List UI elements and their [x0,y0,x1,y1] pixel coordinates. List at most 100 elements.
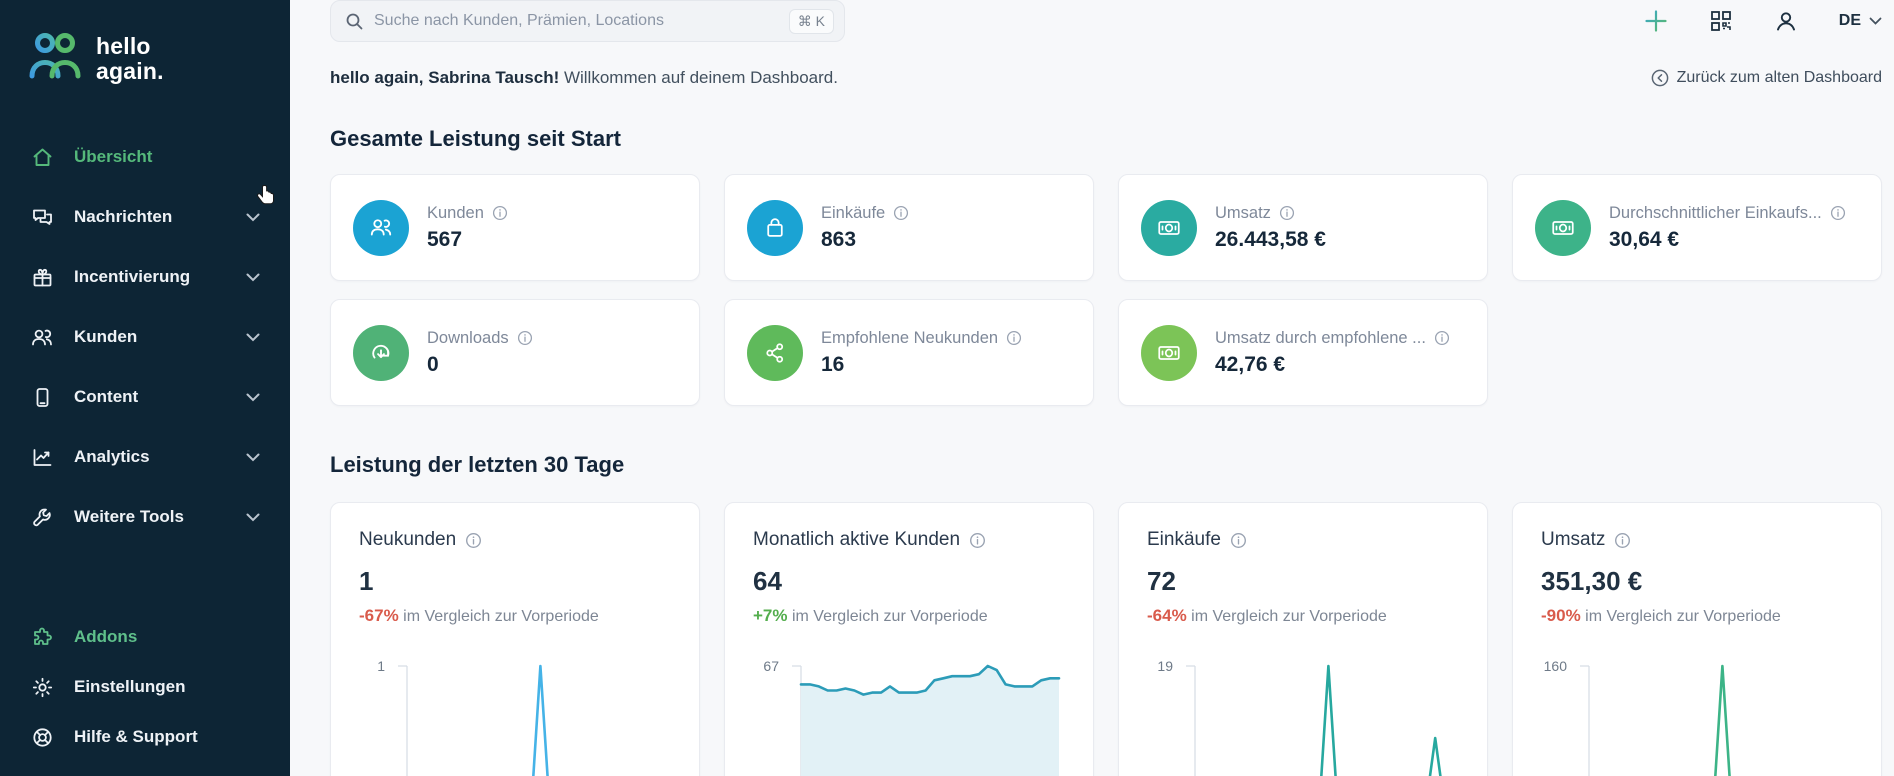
stat-value: 26.443,58 € [1215,228,1326,252]
search-input[interactable] [374,12,779,30]
language-selector[interactable]: DE [1839,12,1882,30]
sidebar-item-label: Hilfe & Support [74,727,198,747]
stat-card-downloads: Downloads 0 [330,299,700,406]
sidebar-item-content[interactable]: Content [0,367,290,427]
chevron-down-icon[interactable] [246,513,260,522]
share-icon [747,325,803,381]
overall-cards-row-2: Downloads 0 Empfohlene Neukunden 16 [330,299,1882,406]
sidebar-item-kunden[interactable]: Kunden [0,307,290,367]
info-icon[interactable] [517,330,533,346]
chart-title: Einkäufe [1147,529,1221,551]
stat-card-durchschnittlicher-einkauf: Durchschnittlicher Einkaufs... 30,64 € [1512,174,1882,281]
logo-text: hello again. [96,34,164,82]
y-axis-tick-label: 19 [1147,658,1173,674]
shopping-bag-icon [747,200,803,256]
sidebar-item-label: Analytics [74,447,150,467]
language-label: DE [1839,12,1861,30]
sidebar-item-label: Weitere Tools [74,507,184,527]
banknote-icon [1141,325,1197,381]
sidebar-item-einstellungen[interactable]: Einstellungen [0,662,290,712]
stat-value: 567 [427,228,508,252]
sparkline-chart: 67 [753,656,1065,776]
back-link-label: Zurück zum alten Dashboard [1677,69,1882,87]
sidebar-item-label: Kunden [74,327,137,347]
stat-card-einkaeufe: Einkäufe 863 [724,174,1094,281]
info-icon[interactable] [1230,532,1247,549]
sidebar-item-uebersicht[interactable]: Übersicht [0,127,290,187]
chevron-down-icon[interactable] [246,273,260,282]
wrench-icon [30,506,54,529]
info-icon[interactable] [1279,205,1295,221]
sidebar-item-analytics[interactable]: Analytics [0,427,290,487]
sparkline-chart: 19 [1147,656,1459,776]
delta-badge: -90% [1541,606,1581,625]
account-button[interactable] [1773,8,1799,34]
stat-card-kunden: Kunden 567 [330,174,700,281]
sidebar-item-weitere-tools[interactable]: Weitere Tools [0,487,290,547]
circle-chevron-left-icon [1651,69,1669,87]
y-axis-tick-label: 160 [1541,658,1567,674]
chart-value: 351,30 € [1541,566,1853,597]
chevron-down-icon[interactable] [246,333,260,342]
overall-cards-row-1: Kunden 567 Einkäufe 863 [330,174,1882,281]
info-icon[interactable] [465,532,482,549]
users-icon [30,326,54,349]
topbar: ⌘ K [330,0,1882,42]
sparkline-chart: 1 [359,656,671,776]
stat-label: Downloads [427,329,509,348]
chart-icon [30,446,54,469]
stat-label: Umsatz durch empfohlene ... [1215,329,1426,348]
chevron-down-icon[interactable] [246,213,260,222]
stat-label: Durchschnittlicher Einkaufs... [1609,204,1822,223]
sidebar-nav: Übersicht Nachrichten Incentivierung [0,127,290,547]
sidebar-bottom-nav: Addons Einstellungen Hilfe & Support [0,612,290,762]
stat-value: 16 [821,353,1022,377]
sidebar-item-label: Übersicht [74,147,152,167]
sparkline-chart: 160 [1541,656,1853,776]
sidebar-item-nachrichten[interactable]: Nachrichten [0,187,290,247]
chart-card-neukunden: Neukunden 1 -67% im Vergleich zur Vorper… [330,502,700,776]
sidebar-item-label: Content [74,387,138,407]
info-icon[interactable] [492,205,508,221]
cloud-download-icon [353,325,409,381]
banknote-icon [1141,200,1197,256]
sidebar-item-addons[interactable]: Addons [0,612,290,662]
gear-icon [30,676,54,699]
add-button[interactable] [1643,8,1669,34]
delta-compare-text: im Vergleich zur Vorperiode [1191,608,1387,625]
chart-card-monatlich-aktive-kunden: Monatlich aktive Kunden 64 +7% im Vergle… [724,502,1094,776]
qr-code-button[interactable] [1709,9,1733,33]
info-icon[interactable] [893,205,909,221]
section-title-last30: Leistung der letzten 30 Tage [330,452,1882,478]
delta-compare-text: im Vergleich zur Vorperiode [403,608,599,625]
chevron-down-icon[interactable] [246,393,260,402]
gift-icon [30,266,54,289]
banknote-icon [1535,200,1591,256]
global-search[interactable]: ⌘ K [330,0,845,42]
info-icon[interactable] [1006,330,1022,346]
back-to-old-dashboard-link[interactable]: Zurück zum alten Dashboard [1651,69,1882,87]
last30-cards-row: Neukunden 1 -67% im Vergleich zur Vorper… [330,478,1882,776]
stat-value: 30,64 € [1609,228,1846,252]
info-icon[interactable] [969,532,986,549]
info-icon[interactable] [1614,532,1631,549]
delta-compare-text: im Vergleich zur Vorperiode [1585,608,1781,625]
chart-title: Neukunden [359,529,456,551]
app-logo[interactable]: hello again. [0,0,290,87]
chart-value: 64 [753,566,1065,597]
chart-card-einkaeufe-30d: Einkäufe 72 -64% im Vergleich zur Vorper… [1118,502,1488,776]
welcome-user: hello again, Sabrina Tausch! [330,68,559,87]
hello-again-logo-icon [28,30,82,87]
info-icon[interactable] [1830,205,1846,221]
delta-compare-text: im Vergleich zur Vorperiode [792,608,988,625]
stat-label: Kunden [427,204,484,223]
delta-badge: +7% [753,606,788,625]
main-content: ⌘ K [290,0,1894,776]
sidebar-item-incentivierung[interactable]: Incentivierung [0,247,290,307]
sidebar-item-hilfe-support[interactable]: Hilfe & Support [0,712,290,762]
sidebar-item-label: Nachrichten [74,207,172,227]
section-title-overall: Gesamte Leistung seit Start [330,126,1882,152]
chart-value: 72 [1147,566,1459,597]
chevron-down-icon[interactable] [246,453,260,462]
info-icon[interactable] [1434,330,1450,346]
